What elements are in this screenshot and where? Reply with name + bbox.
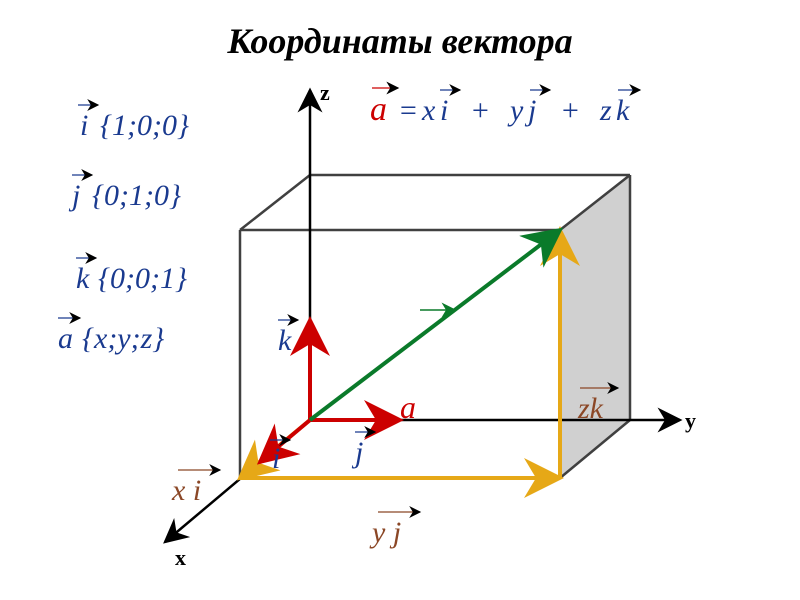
svg-text:x: x: [421, 94, 436, 127]
svg-text:y: y: [507, 94, 524, 127]
svg-text:i: i: [440, 94, 448, 127]
svg-text:j: j: [351, 436, 363, 469]
unit-i: [260, 420, 310, 462]
svg-text:{1;0;0}: {1;0;0}: [100, 109, 189, 142]
def-i: i {1;0;0}: [78, 105, 189, 142]
svg-text:a: a: [370, 91, 387, 128]
axis-z-label: z: [320, 80, 330, 105]
svg-text:j: j: [68, 179, 80, 212]
svg-text:a: a: [58, 322, 73, 355]
svg-text:k: k: [278, 324, 292, 357]
svg-text:{0;0;1}: {0;0;1}: [98, 262, 187, 295]
def-j: j {0;1;0}: [68, 175, 181, 212]
svg-text:j: j: [524, 94, 536, 127]
svg-text:k: k: [76, 262, 90, 295]
axis-y-label: y: [685, 408, 696, 433]
svg-text:=: =: [398, 94, 418, 127]
svg-text:+: +: [470, 94, 490, 127]
svg-text:+: +: [560, 94, 580, 127]
formula: a = x i + y j + z k: [370, 88, 640, 128]
svg-text:{x;y;z}: {x;y;z}: [82, 322, 164, 355]
svg-text:y j: y j: [369, 516, 401, 549]
unit-labels: k i j: [270, 320, 375, 475]
svg-text:i: i: [272, 442, 280, 475]
def-k: k {0;0;1}: [76, 258, 187, 295]
svg-text:x i: x i: [171, 474, 201, 507]
svg-text:z: z: [599, 94, 612, 127]
svg-text:i: i: [80, 109, 88, 142]
def-a: a {x;y;z}: [58, 318, 164, 355]
vec-a: [310, 230, 560, 420]
svg-text:{0;1;0}: {0;1;0}: [92, 179, 181, 212]
svg-text:zk: zk: [577, 392, 604, 425]
axis-x-label: x: [175, 545, 186, 570]
diagram-svg: z y x i {1;0;0} j {0;1;0} k {0;0;1} a {x…: [0, 0, 800, 600]
a-label-inner: a: [400, 389, 416, 425]
component-labels: x i y j zk: [171, 388, 618, 549]
svg-text:k: k: [616, 94, 630, 127]
